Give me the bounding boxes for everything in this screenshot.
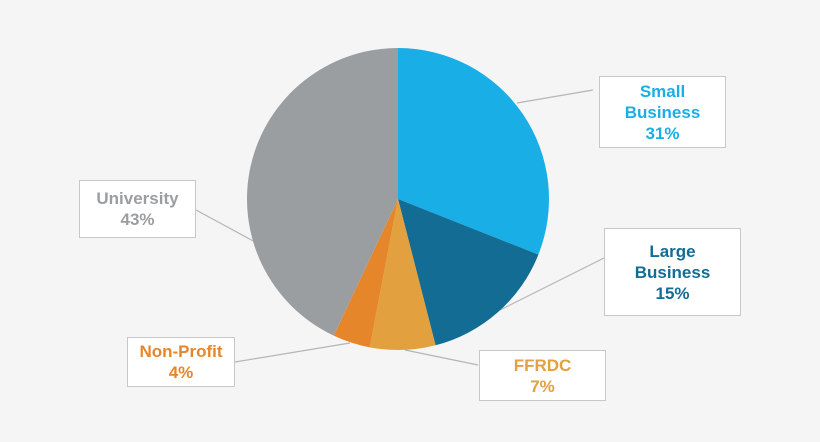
slice-university — [247, 48, 398, 336]
label-text: Small — [639, 81, 686, 101]
label-value: 4% — [168, 363, 194, 382]
leader-line-non-profit — [234, 342, 351, 363]
label-text: FFRDC — [513, 355, 572, 375]
leader-line-large-business — [499, 257, 605, 311]
label-large-business: Large Business 15% — [604, 228, 741, 316]
slice-ffrdc — [369, 199, 436, 350]
label-text: Business — [634, 262, 711, 282]
label-text: Non-Profit — [139, 342, 223, 361]
label-text: Large — [649, 241, 696, 261]
label-text: University — [96, 189, 179, 208]
label-small-business: Small Business 31% — [599, 76, 726, 148]
label-text: Business — [624, 102, 701, 122]
leader-line-ffrdc — [404, 349, 479, 366]
label-value: 7% — [530, 376, 555, 396]
slice-non-profit — [333, 199, 398, 348]
label-value: 43% — [120, 210, 155, 229]
slice-large-business — [398, 199, 539, 346]
slice-small-business — [398, 48, 549, 255]
label-value: 15% — [655, 283, 690, 303]
leader-line-small-business — [516, 89, 594, 104]
label-ffrdc: FFRDC 7% — [479, 350, 606, 401]
label-university: University 43% — [79, 180, 196, 238]
label-non-profit: Non-Profit 4% — [127, 337, 235, 387]
label-value: 31% — [645, 123, 680, 143]
